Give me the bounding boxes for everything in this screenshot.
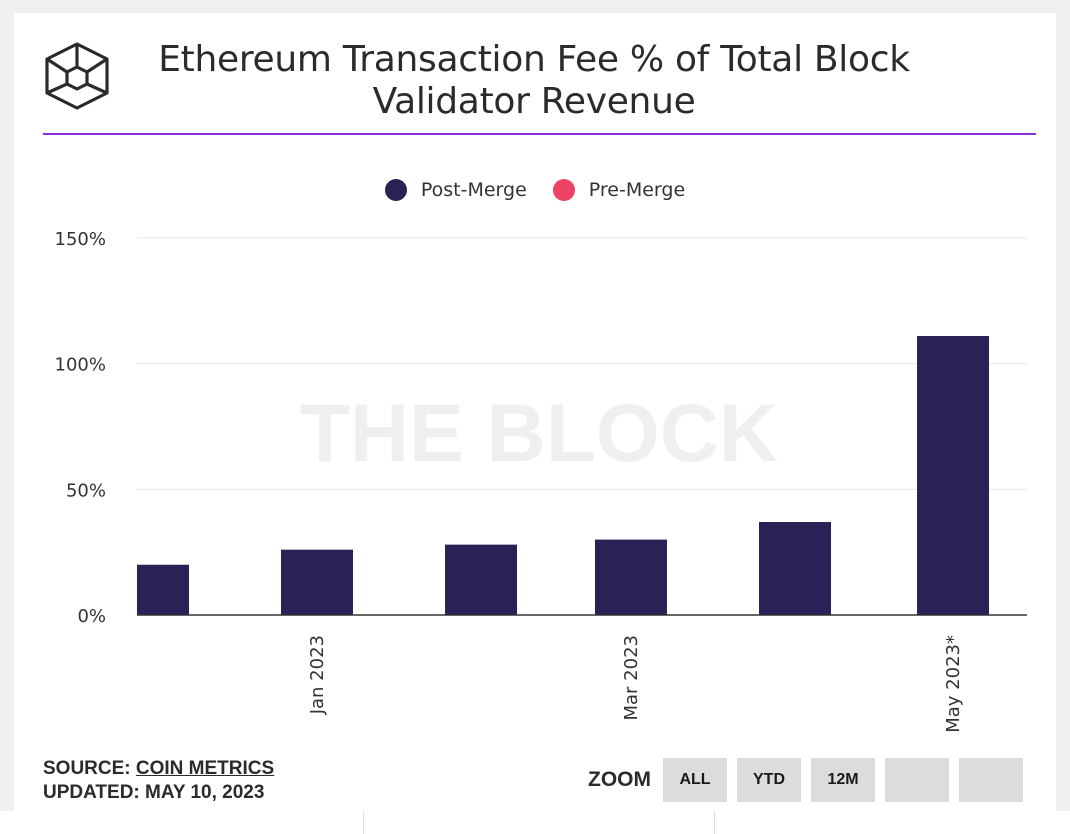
y-tick-label: 50%	[66, 480, 106, 501]
legend-dot-post-merge	[384, 179, 407, 201]
legend-item-post-merge[interactable]: Post-Merge	[384, 175, 527, 205]
source-prefix: SOURCE:	[43, 758, 131, 779]
chart-title-line-1: Ethereum Transaction Fee % of Total Bloc…	[158, 39, 910, 80]
watermark: THE BLOCK	[300, 388, 778, 479]
bar-chart: THE BLOCK 0% 50% 100% 150% Jan 2023 Mar 2023…	[55, 229, 1027, 733]
bottom-divider	[714, 811, 715, 834]
bar-1[interactable]	[137, 564, 189, 615]
y-tick-label: 0%	[77, 606, 106, 627]
zoom-12m-button[interactable]: 12M	[811, 758, 875, 802]
zoom-all-button[interactable]: ALL	[663, 758, 727, 802]
bottom-strip	[0, 811, 1070, 834]
legend-item-pre-merge[interactable]: Pre-Merge	[552, 175, 686, 205]
updated-date: UPDATED: MAY 10, 2023	[43, 782, 265, 803]
the-block-logo-icon	[45, 42, 109, 110]
zoom-blank-button-2[interactable]	[959, 758, 1023, 802]
chart-card: Ethereum Transaction Fee % of Total Bloc…	[14, 13, 1056, 824]
zoom-blank-button-1[interactable]	[885, 758, 949, 802]
x-tick-label: May 2023*	[943, 635, 964, 733]
y-tick-label: 100%	[55, 355, 106, 376]
footer-source: SOURCE: COIN METRICS UPDATED: MAY 10, 20…	[43, 757, 274, 805]
legend-label-post-merge: Post-Merge	[420, 179, 527, 201]
legend: Post-Merge Pre-Merge	[14, 175, 1056, 205]
bar-5[interactable]	[759, 522, 831, 615]
zoom-ytd-button[interactable]: YTD	[737, 758, 801, 802]
title-divider	[43, 133, 1036, 135]
source-link[interactable]: COIN METRICS	[135, 758, 275, 779]
bar-2[interactable]	[281, 549, 353, 615]
y-tick-label: 150%	[55, 229, 106, 250]
bottom-divider	[363, 811, 364, 834]
chart-title-line-2: Validator Revenue	[372, 81, 696, 122]
zoom-controls: ZOOM ALL YTD 12M	[588, 758, 1023, 802]
bar-6[interactable]	[917, 336, 989, 615]
legend-dot-pre-merge	[552, 179, 575, 201]
bar-4[interactable]	[595, 539, 667, 615]
chart-title: Ethereum Transaction Fee % of Total Bloc…	[144, 39, 924, 123]
legend-label-pre-merge: Pre-Merge	[588, 179, 686, 201]
x-tick-label: Mar 2023	[621, 635, 642, 721]
x-tick-label: Jan 2023	[307, 635, 328, 715]
bar-3[interactable]	[445, 544, 517, 615]
zoom-label: ZOOM	[588, 768, 651, 791]
